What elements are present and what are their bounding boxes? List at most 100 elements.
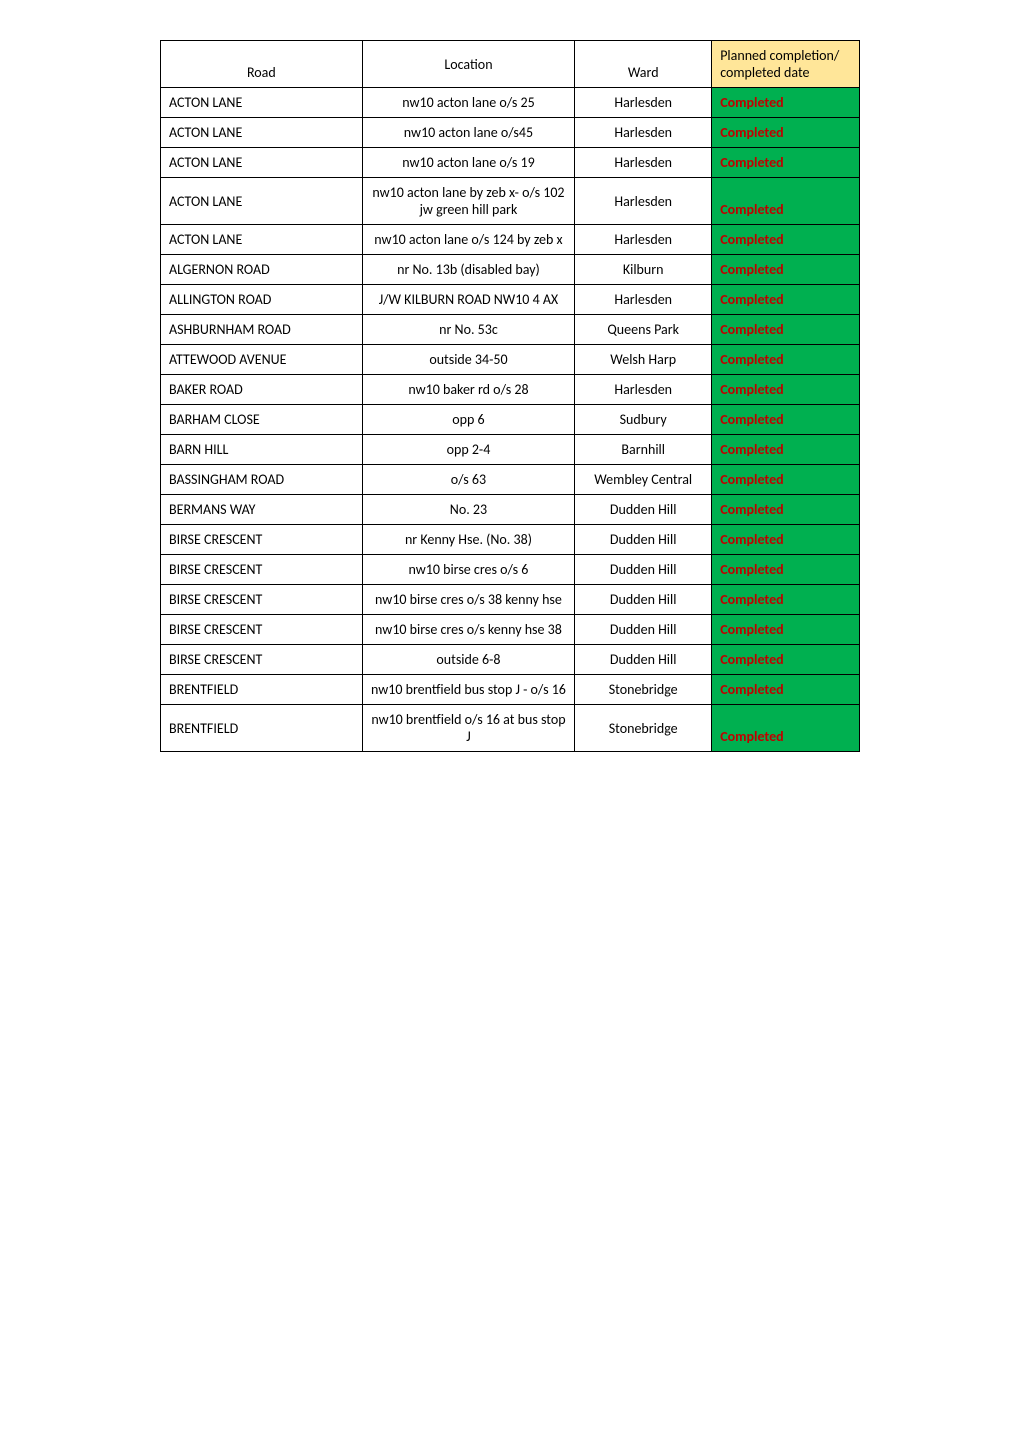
table-row: BARN HILLopp 2-4BarnhillCompleted [161,435,860,465]
cell-road: ACTON LANE [161,178,363,225]
cell-road: ACTON LANE [161,225,363,255]
cell-ward: Harlesden [575,375,712,405]
cell-ward: Wembley Central [575,465,712,495]
cell-location: nw10 baker rd o/s 28 [362,375,575,405]
table-row: BIRSE CRESCENTnr Kenny Hse. (No. 38)Dudd… [161,525,860,555]
cell-location: nr Kenny Hse. (No. 38) [362,525,575,555]
cell-status: Completed [712,148,860,178]
cell-status: Completed [712,675,860,705]
cell-location: outside 34-50 [362,345,575,375]
table-row: ACTON LANEnw10 acton lane o/s 25Harlesde… [161,88,860,118]
cell-location: opp 2-4 [362,435,575,465]
table-row: ACTON LANEnw10 acton lane by zeb x- o/s … [161,178,860,225]
table-row: BIRSE CRESCENTnw10 birse cres o/s 38 ken… [161,585,860,615]
cell-ward: Kilburn [575,255,712,285]
cell-road: BRENTFIELD [161,705,363,752]
road-status-table: Road Location Ward Planned completion/ c… [160,40,860,752]
cell-ward: Welsh Harp [575,345,712,375]
cell-location: outside 6-8 [362,645,575,675]
cell-status: Completed [712,118,860,148]
cell-status: Completed [712,285,860,315]
table-row: ALGERNON ROADnr No. 13b (disabled bay)Ki… [161,255,860,285]
cell-ward: Dudden Hill [575,585,712,615]
cell-status: Completed [712,495,860,525]
cell-road: BRENTFIELD [161,675,363,705]
cell-status: Completed [712,345,860,375]
cell-status: Completed [712,705,860,752]
header-ward: Ward [575,41,712,88]
cell-ward: Dudden Hill [575,645,712,675]
table-header: Road Location Ward Planned completion/ c… [161,41,860,88]
cell-road: BIRSE CRESCENT [161,615,363,645]
table-row: BERMANS WAYNo. 23Dudden HillCompleted [161,495,860,525]
cell-location: nw10 acton lane o/s 25 [362,88,575,118]
cell-ward: Harlesden [575,88,712,118]
cell-road: ALGERNON ROAD [161,255,363,285]
cell-ward: Dudden Hill [575,525,712,555]
cell-location: nw10 birse cres o/s kenny hse 38 [362,615,575,645]
table-row: BRENTFIELDnw10 brentfield bus stop J - o… [161,675,860,705]
table-row: BIRSE CRESCENTnw10 birse cres o/s kenny … [161,615,860,645]
cell-road: ACTON LANE [161,118,363,148]
cell-status: Completed [712,585,860,615]
cell-ward: Harlesden [575,148,712,178]
cell-status: Completed [712,645,860,675]
cell-road: BIRSE CRESCENT [161,555,363,585]
header-status: Planned completion/ completed date [712,41,860,88]
cell-status: Completed [712,315,860,345]
cell-ward: Harlesden [575,118,712,148]
cell-status: Completed [712,405,860,435]
cell-road: BERMANS WAY [161,495,363,525]
cell-ward: Dudden Hill [575,495,712,525]
header-location: Location [362,41,575,88]
table-body: ACTON LANEnw10 acton lane o/s 25Harlesde… [161,88,860,752]
cell-ward: Harlesden [575,225,712,255]
table-row: BASSINGHAM ROADo/s 63Wembley CentralComp… [161,465,860,495]
cell-ward: Dudden Hill [575,615,712,645]
table-row: ATTEWOOD AVENUEoutside 34-50Welsh HarpCo… [161,345,860,375]
cell-location: nw10 acton lane o/s 19 [362,148,575,178]
cell-status: Completed [712,88,860,118]
cell-location: nw10 birse cres o/s 38 kenny hse [362,585,575,615]
cell-road: ASHBURNHAM ROAD [161,315,363,345]
cell-status: Completed [712,465,860,495]
cell-ward: Barnhill [575,435,712,465]
header-road: Road [161,41,363,88]
cell-status: Completed [712,615,860,645]
cell-location: o/s 63 [362,465,575,495]
cell-road: BIRSE CRESCENT [161,585,363,615]
table-row: ACTON LANEnw10 acton lane o/s 19Harlesde… [161,148,860,178]
cell-location: nw10 acton lane o/s 124 by zeb x [362,225,575,255]
cell-ward: Stonebridge [575,705,712,752]
header-row: Road Location Ward Planned completion/ c… [161,41,860,88]
cell-road: BARHAM CLOSE [161,405,363,435]
cell-road: ACTON LANE [161,148,363,178]
table-row: ALLINGTON ROADJ/W KILBURN ROAD NW10 4 AX… [161,285,860,315]
cell-road: ALLINGTON ROAD [161,285,363,315]
table-row: BARHAM CLOSEopp 6SudburyCompleted [161,405,860,435]
table-row: ACTON LANEnw10 acton lane o/s45Harlesden… [161,118,860,148]
cell-status: Completed [712,178,860,225]
cell-road: BAKER ROAD [161,375,363,405]
cell-location: nw10 acton lane o/s45 [362,118,575,148]
table-row: BIRSE CRESCENTnw10 birse cres o/s 6Dudde… [161,555,860,585]
cell-status: Completed [712,375,860,405]
cell-road: ATTEWOOD AVENUE [161,345,363,375]
cell-ward: Harlesden [575,178,712,225]
cell-ward: Harlesden [575,285,712,315]
cell-status: Completed [712,435,860,465]
table-row: BRENTFIELDnw10 brentfield o/s 16 at bus … [161,705,860,752]
table-row: BIRSE CRESCENToutside 6-8Dudden HillComp… [161,645,860,675]
cell-road: BASSINGHAM ROAD [161,465,363,495]
cell-road: ACTON LANE [161,88,363,118]
cell-location: nw10 birse cres o/s 6 [362,555,575,585]
cell-road: BIRSE CRESCENT [161,525,363,555]
table-row: BAKER ROADnw10 baker rd o/s 28HarlesdenC… [161,375,860,405]
table-row: ASHBURNHAM ROADnr No. 53cQueens ParkComp… [161,315,860,345]
cell-location: nw10 brentfield bus stop J - o/s 16 [362,675,575,705]
cell-status: Completed [712,525,860,555]
cell-road: BARN HILL [161,435,363,465]
cell-status: Completed [712,555,860,585]
cell-location: opp 6 [362,405,575,435]
cell-ward: Dudden Hill [575,555,712,585]
